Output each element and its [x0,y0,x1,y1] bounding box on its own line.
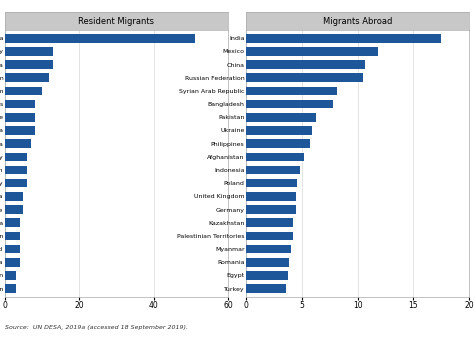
Bar [246,100,333,109]
Bar [246,113,316,122]
Bar [5,179,27,187]
Text: Source:  UN DESA, 2019a (accessed 18 September 2019).: Source: UN DESA, 2019a (accessed 18 Sept… [5,325,188,330]
Bar [5,245,19,253]
Bar [246,73,363,82]
Bar [5,47,53,56]
Bar [5,284,16,293]
Text: Migrants Abroad: Migrants Abroad [323,17,392,26]
Bar [246,284,286,293]
Bar [5,258,19,267]
Bar [5,87,42,95]
Bar [5,140,31,148]
Bar [246,192,296,201]
Bar [5,60,53,69]
Bar [246,47,378,56]
Bar [5,271,16,280]
Bar [246,126,312,135]
Bar [5,192,23,201]
Bar [246,218,293,227]
Bar [5,34,194,42]
Bar [246,205,296,214]
Bar [246,179,297,187]
Bar [5,113,35,122]
Bar [5,73,49,82]
Bar [5,153,27,161]
Text: Resident Migrants: Resident Migrants [78,17,155,26]
Bar [246,34,441,42]
Bar [5,126,35,135]
Bar [246,166,300,174]
Bar [5,205,23,214]
Bar [246,140,310,148]
Bar [246,87,337,95]
Bar [246,153,304,161]
Bar [246,60,365,69]
Bar [5,166,27,174]
Bar [246,232,293,240]
Bar [5,218,19,227]
Bar [246,245,291,253]
Bar [246,271,288,280]
Bar [5,100,35,109]
Bar [5,232,19,240]
Bar [246,258,290,267]
